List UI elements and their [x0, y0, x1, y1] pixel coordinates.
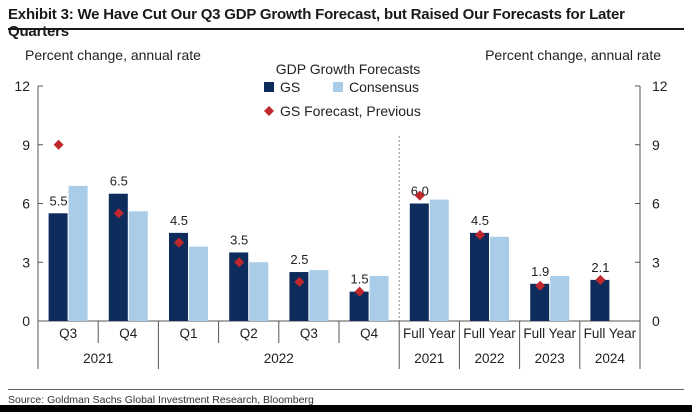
x-tick-label: Q3 — [59, 326, 77, 341]
legend-label-previous: GS Forecast, Previous — [280, 103, 421, 119]
y-tick-label-right: 6 — [652, 196, 660, 212]
legend-swatch-consensus — [333, 82, 343, 92]
x-group-label: 2022 — [474, 351, 504, 366]
y-tick-label-left: 12 — [14, 78, 30, 94]
data-label-gs: 5.5 — [50, 193, 68, 208]
y-tick-label-right: 0 — [652, 313, 660, 329]
marker-gs-previous — [53, 139, 64, 150]
x-tick-label: Full Year — [403, 326, 456, 341]
legend-swatch-gs — [264, 82, 274, 92]
marker-gs-previous — [234, 257, 245, 268]
bar-gs — [349, 291, 369, 321]
data-label-gs: 2.1 — [591, 260, 609, 275]
bar-consensus — [249, 262, 269, 321]
bar-consensus — [189, 246, 208, 321]
y-axis-label-left: Percent change, annual rate — [25, 47, 201, 63]
y-tick-label-left: 9 — [22, 137, 30, 153]
bar-gs — [470, 232, 489, 321]
marker-gs-previous — [535, 280, 546, 291]
gdp-bar-chart: Percent change, annual rate Percent chang… — [14, 47, 668, 369]
y-tick-label-left: 0 — [22, 313, 30, 329]
y-tick-label-right: 3 — [652, 254, 660, 270]
x-group-label: 2021 — [414, 351, 444, 366]
bar-gs — [169, 232, 188, 321]
marker-gs-previous — [595, 274, 606, 285]
x-tick-label: Q4 — [119, 326, 138, 341]
bottom-bar — [0, 405, 692, 412]
y-tick-label-right: 9 — [652, 137, 660, 153]
data-label-gs: 3.5 — [230, 232, 248, 247]
bar-consensus — [128, 211, 148, 321]
bar-consensus — [68, 185, 88, 321]
y-tick-label-right: 12 — [652, 78, 668, 94]
data-label-gs: 1.9 — [531, 264, 549, 279]
x-tick-label: Full Year — [584, 326, 637, 341]
data-label-gs: 2.5 — [290, 252, 308, 267]
bar-consensus — [429, 199, 449, 321]
data-label-gs: 4.5 — [170, 213, 188, 228]
bar-gs — [590, 279, 610, 321]
x-group-label: 2021 — [83, 351, 113, 366]
marker-gs-previous — [414, 190, 425, 201]
x-group-label: 2024 — [595, 351, 626, 366]
bar-consensus — [550, 275, 570, 321]
x-tick-label: Q2 — [240, 326, 258, 341]
x-tick-label: Full Year — [523, 326, 576, 341]
source-note: Source: Goldman Sachs Global Investment … — [8, 394, 314, 406]
x-tick-label: Full Year — [463, 326, 516, 341]
data-label-gs: 4.5 — [471, 213, 489, 228]
marker-gs-previous — [354, 286, 365, 297]
bar-gs — [229, 252, 249, 321]
x-tick-label: Q4 — [360, 326, 379, 341]
x-tick-label: Q3 — [300, 326, 318, 341]
bar-consensus — [369, 275, 389, 321]
data-label-gs: 6.5 — [110, 174, 128, 189]
legend-title: GDP Growth Forecasts — [276, 61, 420, 77]
title-divider — [8, 28, 684, 30]
source-divider — [8, 389, 684, 390]
marker-gs-previous — [174, 237, 184, 248]
data-label-gs: 1.5 — [351, 272, 369, 287]
bar-gs — [530, 283, 550, 321]
exhibit-title: Exhibit 3: We Have Cut Our Q3 GDP Growth… — [8, 6, 625, 40]
y-tick-label-left: 6 — [22, 196, 30, 212]
marker-gs-previous — [294, 276, 305, 287]
marker-gs-previous — [475, 229, 485, 240]
x-tick-label: Q1 — [179, 326, 197, 341]
bar-gs — [48, 213, 68, 321]
y-tick-label-left: 3 — [22, 254, 30, 270]
chart-layer: Percent change, annual rate Percent chang… — [14, 47, 668, 369]
x-group-label: 2023 — [535, 351, 565, 366]
bar-gs — [108, 193, 128, 321]
y-axis-label-right: Percent change, annual rate — [485, 47, 661, 63]
bar-gs — [409, 203, 429, 321]
legend-marker-previous — [264, 106, 274, 116]
bar-consensus — [309, 270, 329, 321]
legend-label-consensus: Consensus — [349, 79, 419, 95]
marker-gs-previous — [113, 208, 124, 219]
legend-label-gs: GS — [280, 79, 300, 95]
bar-gs — [289, 272, 309, 321]
x-group-label: 2022 — [264, 351, 294, 366]
bar-consensus — [490, 236, 509, 321]
